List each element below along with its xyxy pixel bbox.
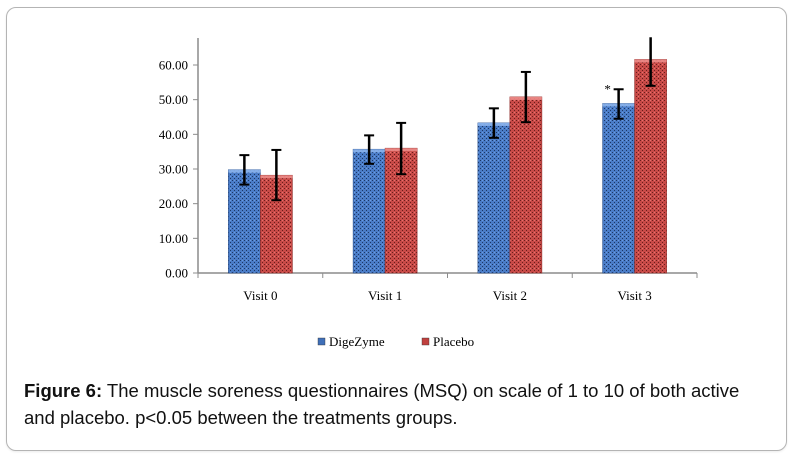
caption-text: The muscle soreness questionnaires (MSQ)… xyxy=(24,380,740,428)
legend-label-digezyme: DigeZyme xyxy=(329,334,385,349)
x-category-label: Visit 0 xyxy=(243,288,277,303)
error-bars xyxy=(239,37,656,202)
y-tick-label: 10.00 xyxy=(159,231,188,246)
bars xyxy=(228,59,667,274)
bar-digezyme xyxy=(602,103,635,274)
y-tick-label: 20.00 xyxy=(159,196,188,211)
legend-swatch-placebo xyxy=(421,337,430,346)
x-category-label: Visit 3 xyxy=(617,288,651,303)
x-category-labels: Visit 0 Visit 1 Visit 2 Visit 3 xyxy=(243,288,652,303)
legend-label-placebo: Placebo xyxy=(433,334,474,349)
figure-caption: Figure 6: The muscle soreness questionna… xyxy=(24,377,774,431)
x-category-label: Visit 1 xyxy=(368,288,402,303)
bar-placebo xyxy=(634,59,667,274)
y-tick-label: 30.00 xyxy=(159,162,188,177)
y-tick-label: 0.00 xyxy=(165,266,188,281)
caption-label: Figure 6: xyxy=(24,380,103,401)
y-tick-label: 60.00 xyxy=(159,58,188,73)
y-tick-label: 40.00 xyxy=(159,127,188,142)
bar-digezyme xyxy=(352,148,386,274)
legend: DigeZyme Placebo xyxy=(317,334,474,349)
legend-swatch-digezyme xyxy=(317,337,326,346)
bar-chart: 0.00 10.00 20.00 30.00 40.00 50.00 60.00 Visit… xyxy=(159,37,698,349)
y-tick-labels: 0.00 10.00 20.00 30.00 40.00 50.00 60.00 xyxy=(159,58,188,281)
x-category-label: Visit 2 xyxy=(493,288,527,303)
annotations: * xyxy=(604,81,611,96)
bar-digezyme xyxy=(477,122,511,274)
bar-placebo xyxy=(509,96,543,274)
y-tick-label: 50.00 xyxy=(159,92,188,107)
significance-asterisk: * xyxy=(604,81,611,96)
